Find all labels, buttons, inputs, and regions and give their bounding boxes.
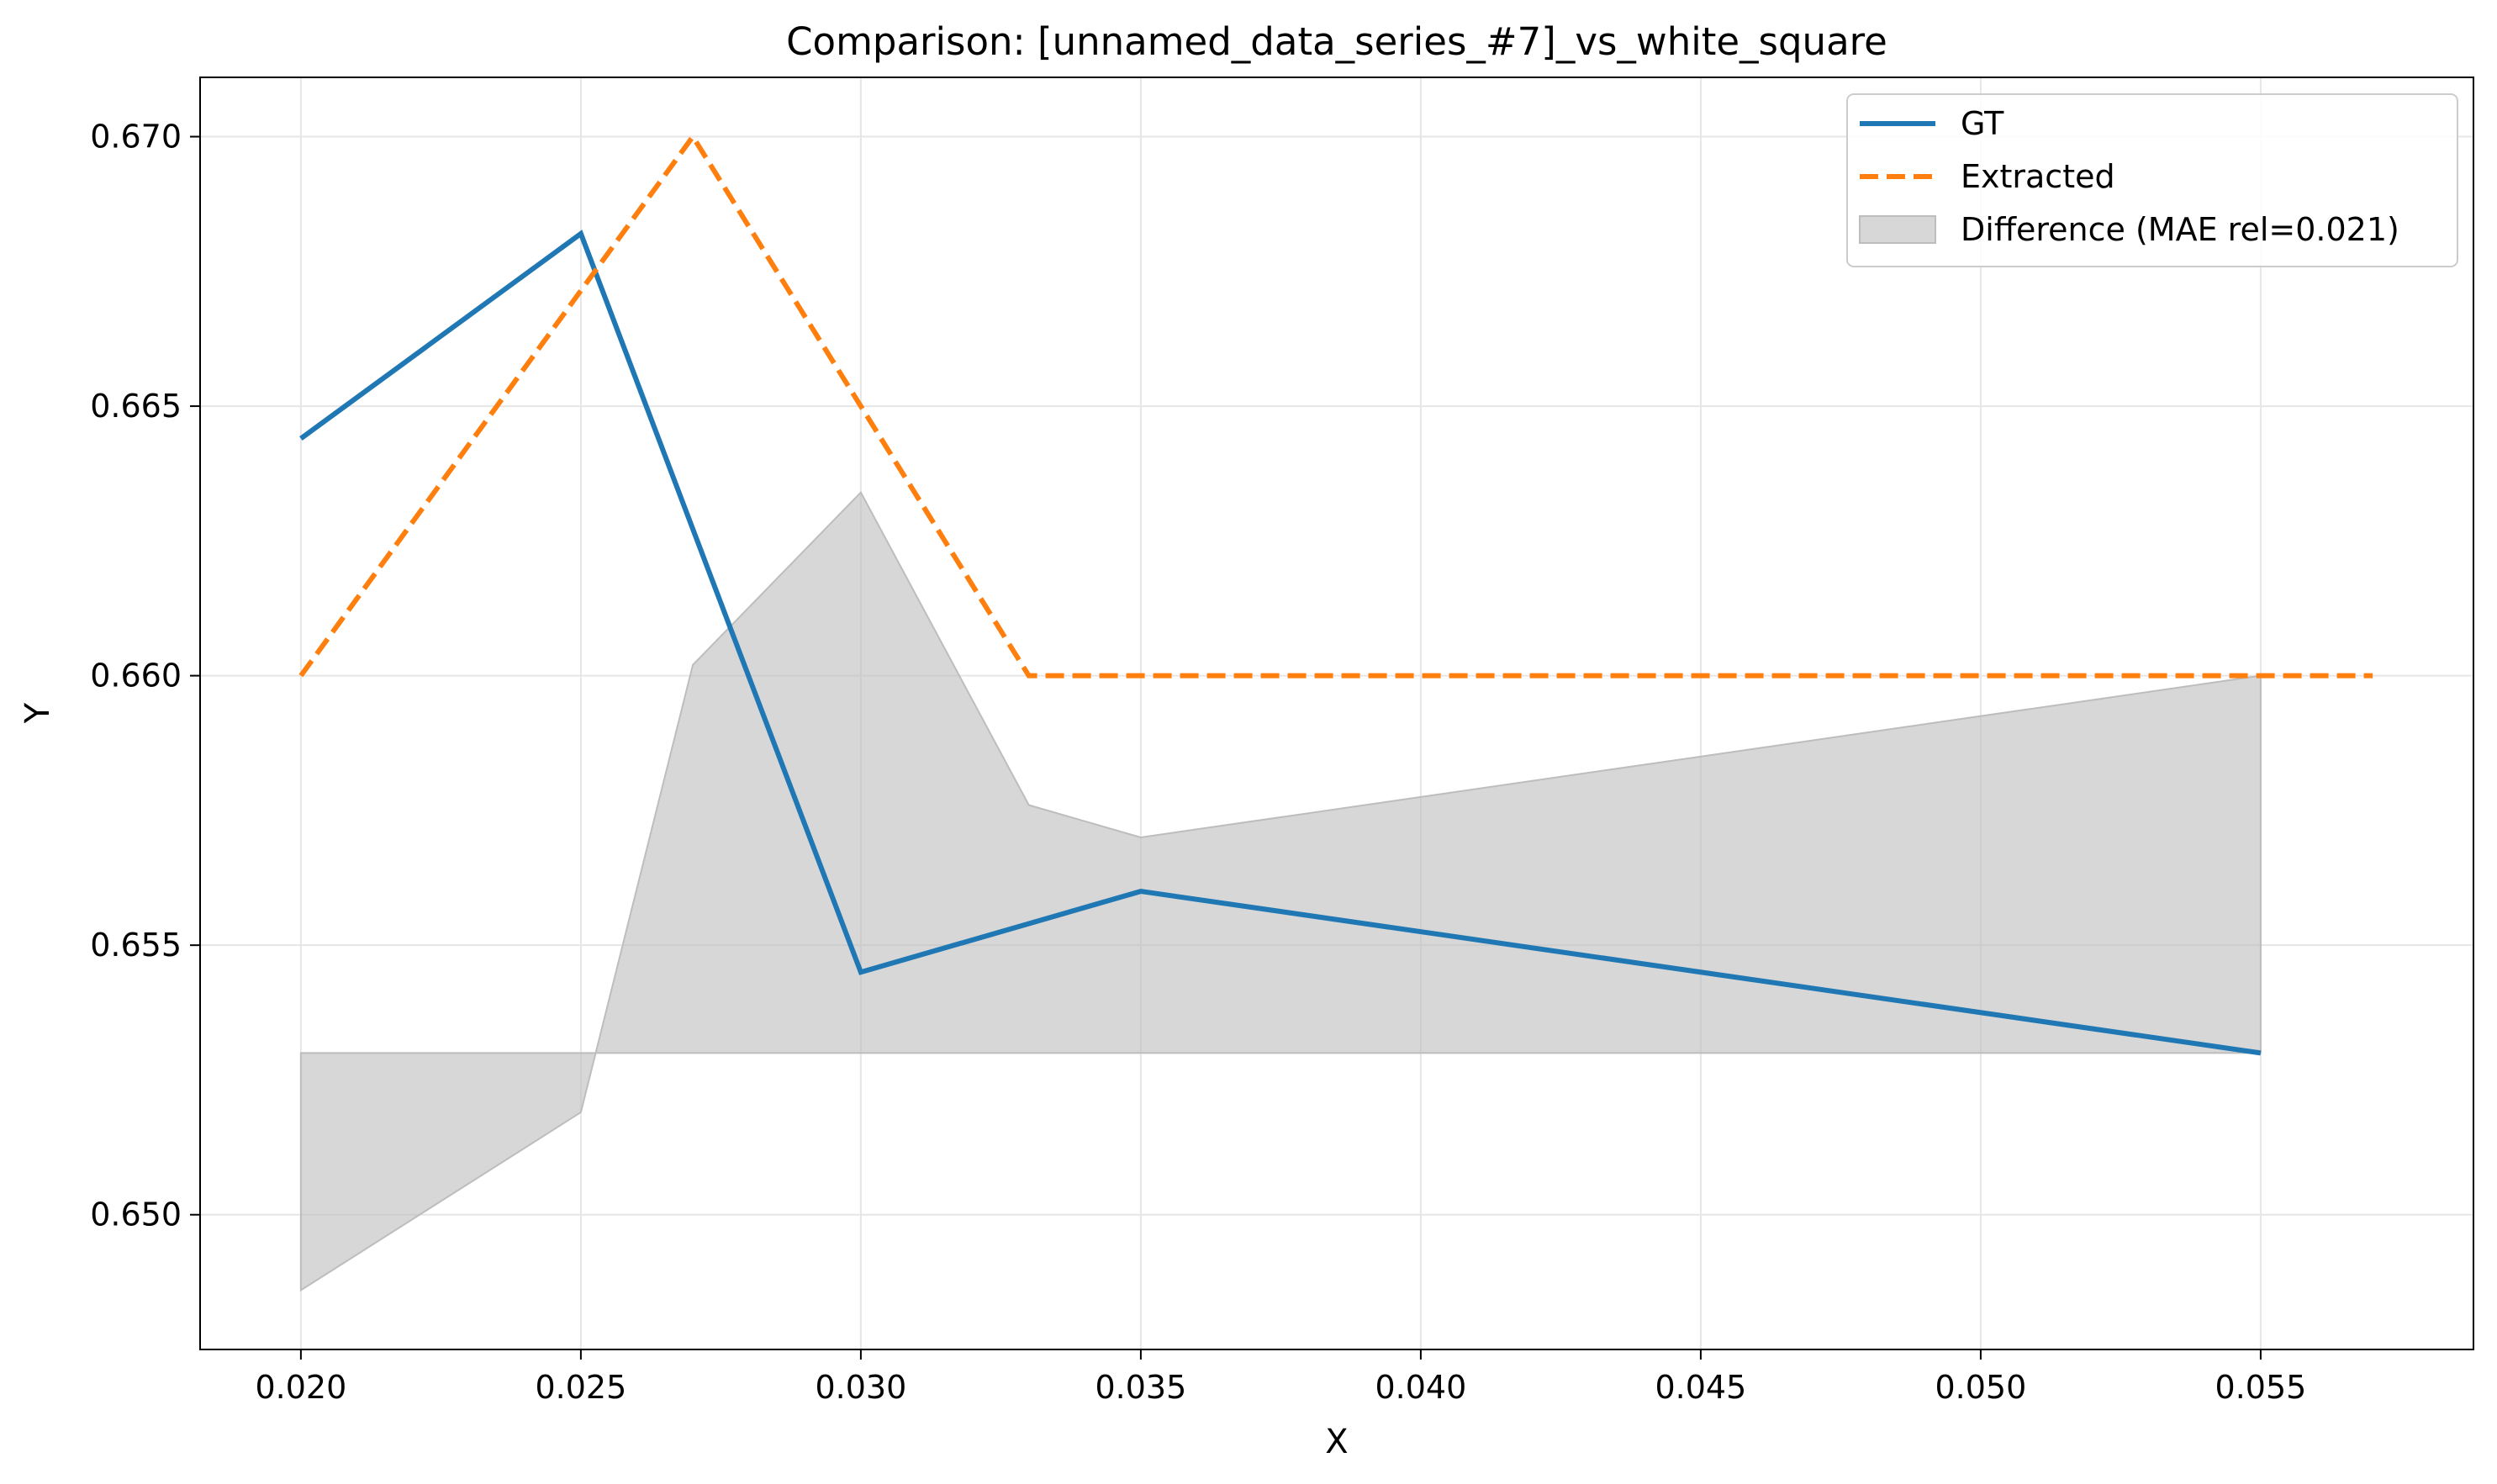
legend-box (1846, 93, 2458, 267)
legend: GT Extracted Difference (MAE rel=0.021) (1846, 93, 2458, 267)
x-tick-label: 0.020 (255, 1369, 346, 1406)
chart-title: Comparison: [unnamed_data_series_#7]_vs_… (786, 19, 1887, 64)
x-tick-label: 0.050 (1935, 1369, 2027, 1406)
x-axis-label: X (1325, 1423, 1348, 1461)
plot-frame (199, 77, 2474, 1350)
x-tick-label: 0.055 (2215, 1369, 2307, 1406)
legend-label-difference: Difference (MAE rel=0.021) (1961, 211, 2399, 248)
y-axis-label: Y (18, 702, 57, 724)
difference-area (299, 490, 2262, 1292)
legend-label-gt: GT (1961, 105, 2004, 142)
series-lines (298, 132, 2373, 1056)
y-tick-label: 0.665 (90, 388, 182, 425)
x-tick-label: 0.040 (1375, 1369, 1467, 1406)
y-tick-label: 0.650 (90, 1196, 182, 1233)
x-tick-label: 0.030 (815, 1369, 906, 1406)
y-tick-label: 0.670 (90, 119, 182, 156)
x-tick-label: 0.045 (1655, 1369, 1747, 1406)
series-line-extracted (298, 132, 2373, 679)
legend-label-extracted: Extracted (1961, 158, 2115, 195)
difference-area-group (299, 490, 2262, 1292)
axis-ticks: 0.020 0.025 0.030 0.035 0.040 0.045 0.050 0.055… (90, 119, 2306, 1406)
x-tick-label: 0.035 (1095, 1369, 1186, 1406)
y-tick-label: 0.660 (90, 658, 182, 694)
y-tick-label: 0.655 (90, 927, 182, 964)
x-tick-label: 0.025 (535, 1369, 626, 1406)
series-line-gt (299, 230, 2262, 1056)
legend-swatch-difference (1859, 215, 1936, 244)
